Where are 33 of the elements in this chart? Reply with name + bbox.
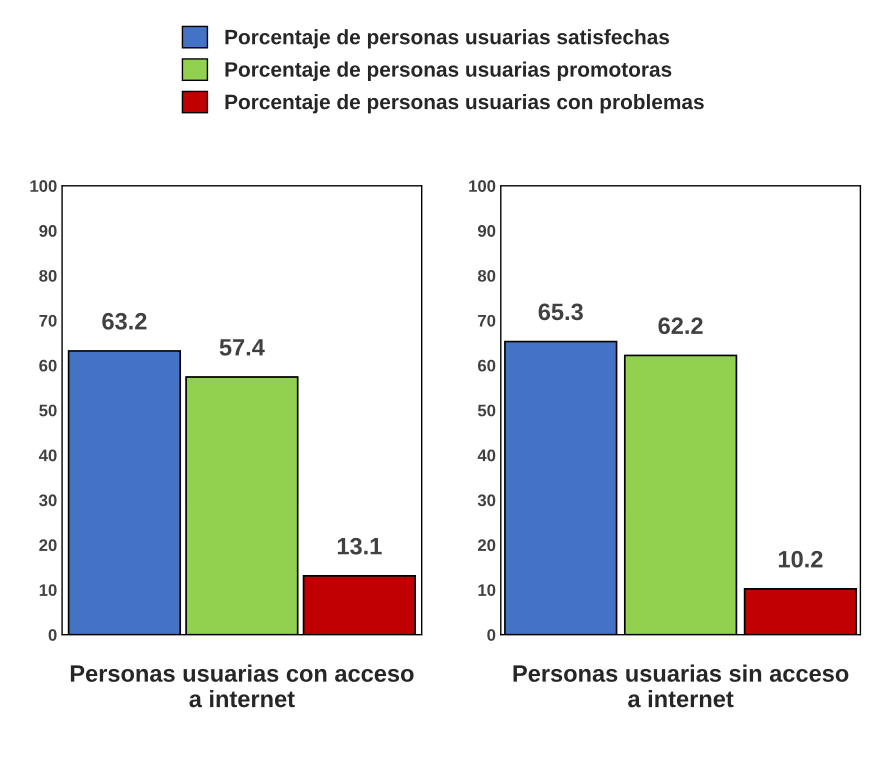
y-tick-label: 90	[478, 225, 496, 237]
y-tick-label: 0	[487, 629, 496, 641]
y-tick-label: 70	[39, 314, 57, 327]
y-tick-label: 40	[478, 450, 496, 462]
y-tick-label: 50	[478, 404, 496, 416]
data-label: 62.2	[658, 317, 703, 334]
y-tick-label: 80	[478, 270, 496, 282]
y-tick-label: 90	[39, 225, 57, 237]
y-tick-label: 40	[38, 450, 57, 462]
legend-label: Porcentaje de personas usuarias con problemas	[225, 94, 704, 114]
y-tick-label: 0	[48, 629, 57, 641]
data-label: 13.1	[338, 538, 382, 555]
y-tick-label: 100	[469, 180, 496, 192]
data-label: 63.2	[102, 312, 146, 330]
y-tick-label: 30	[39, 494, 57, 506]
y-tick-label: 30	[478, 494, 496, 506]
y-tick-label: 50	[39, 404, 57, 416]
y-tick-label: 20	[478, 539, 496, 552]
y-tick-label: 20	[39, 539, 57, 552]
data-label: 65.3	[538, 303, 583, 320]
y-tick-label: 60	[478, 360, 496, 372]
y-tick-label: 10	[40, 584, 57, 596]
x-axis-title: Personas usuarias sin acceso a internet	[514, 664, 848, 708]
y-tick-label: 100	[30, 180, 57, 192]
x-axis-title: Personas usuarias con acceso a internet	[70, 664, 414, 708]
legend-label: Porcentaje de personas usuarias satisfechas	[225, 29, 670, 49]
y-tick-label: 70	[478, 314, 496, 327]
y-tick-label: 60	[39, 360, 57, 372]
data-label: 10.2	[778, 550, 822, 568]
y-tick-label: 10	[478, 584, 496, 596]
data-label: 57.4	[220, 339, 265, 356]
y-tick-label: 80	[39, 270, 57, 282]
legend-label: Porcentaje de personas usuarias promotoras	[225, 62, 672, 81]
